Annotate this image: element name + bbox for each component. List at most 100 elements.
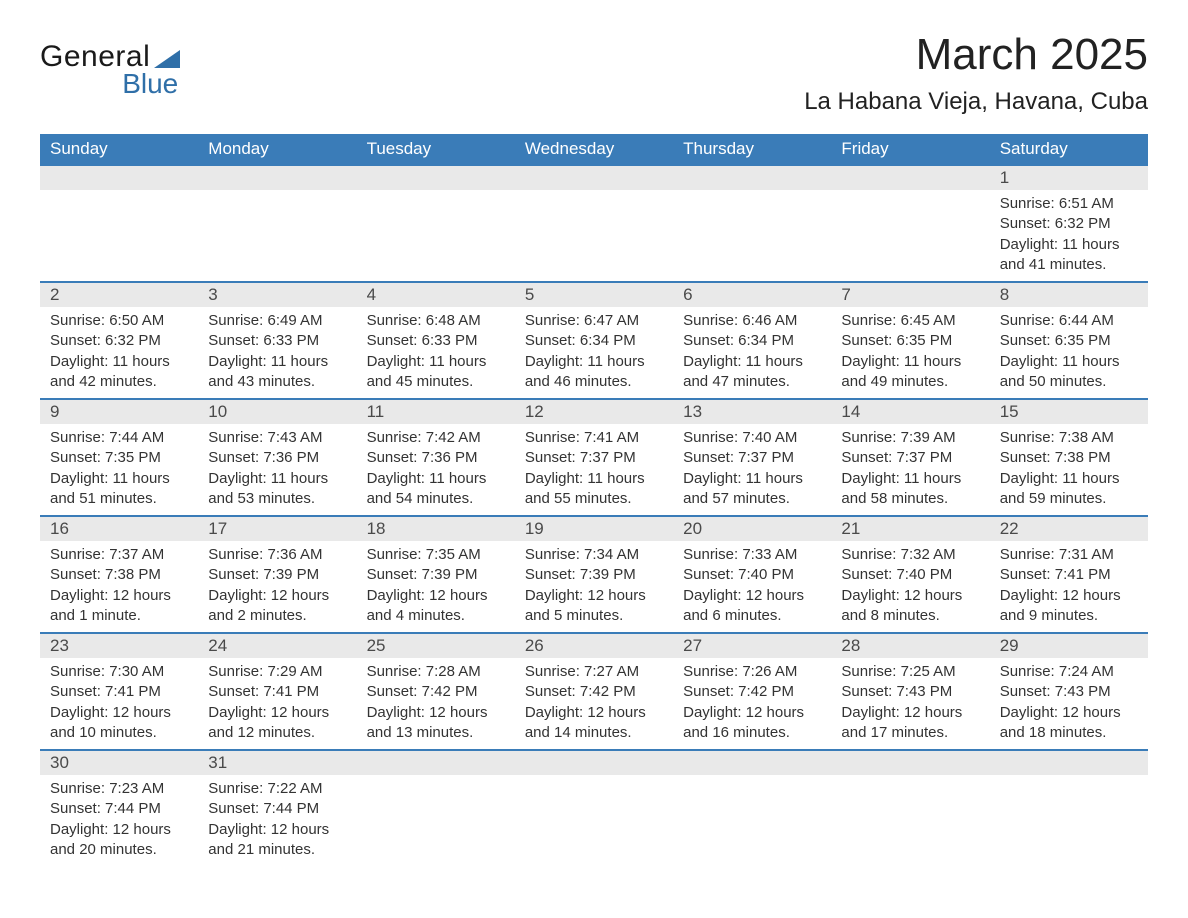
sunrise-text: Sunrise: 7:25 AM (841, 662, 979, 682)
sunset-text: Sunset: 7:37 PM (841, 448, 979, 468)
day-detail-cell: Sunrise: 7:43 AMSunset: 7:36 PMDaylight:… (198, 424, 356, 516)
sunrise-text: Sunrise: 6:51 AM (1000, 194, 1138, 214)
calendar-header-row: SundayMondayTuesdayWednesdayThursdayFrid… (40, 134, 1148, 165)
daylight-text: Daylight: 11 hours and 59 minutes. (1000, 469, 1138, 510)
sunrise-text: Sunrise: 7:38 AM (1000, 428, 1138, 448)
sunset-text: Sunset: 7:40 PM (683, 565, 821, 585)
sunset-text: Sunset: 7:39 PM (208, 565, 346, 585)
day-number-cell: 8 (990, 282, 1148, 307)
sunset-text: Sunset: 7:39 PM (367, 565, 505, 585)
sunrise-text: Sunrise: 7:37 AM (50, 545, 188, 565)
day-number-cell: 16 (40, 516, 198, 541)
sunset-text: Sunset: 7:36 PM (208, 448, 346, 468)
daylight-text: Daylight: 11 hours and 55 minutes. (525, 469, 663, 510)
day-number-cell: 22 (990, 516, 1148, 541)
sunrise-text: Sunrise: 7:41 AM (525, 428, 663, 448)
day-detail-row: Sunrise: 7:37 AMSunset: 7:38 PM Daylight:… (40, 541, 1148, 633)
daylight-text: Daylight: 12 hours and 5 minutes. (525, 586, 663, 627)
daylight-text: Daylight: 12 hours and 4 minutes. (367, 586, 505, 627)
sunset-text: Sunset: 7:37 PM (525, 448, 663, 468)
day-number-cell: 14 (831, 399, 989, 424)
sunset-text: Sunset: 6:32 PM (1000, 214, 1138, 234)
day-number-cell (831, 165, 989, 190)
sunset-text: Sunset: 7:37 PM (683, 448, 821, 468)
day-detail-cell: Sunrise: 7:42 AMSunset: 7:36 PMDaylight:… (357, 424, 515, 516)
daylight-text: Daylight: 11 hours and 43 minutes. (208, 352, 346, 393)
daylight-text: Daylight: 11 hours and 58 minutes. (841, 469, 979, 510)
day-detail-cell (357, 190, 515, 282)
day-header: Wednesday (515, 134, 673, 165)
sunset-text: Sunset: 6:34 PM (525, 331, 663, 351)
day-detail-cell (990, 775, 1148, 866)
calendar-table: SundayMondayTuesdayWednesdayThursdayFrid… (40, 134, 1148, 866)
day-number-cell: 17 (198, 516, 356, 541)
daylight-text: Daylight: 12 hours and 13 minutes. (367, 703, 505, 744)
day-number-cell: 20 (673, 516, 831, 541)
day-detail-cell: Sunrise: 6:45 AMSunset: 6:35 PMDaylight:… (831, 307, 989, 399)
day-detail-cell (673, 775, 831, 866)
day-number-cell: 13 (673, 399, 831, 424)
day-detail-row: Sunrise: 7:30 AMSunset: 7:41 PMDaylight:… (40, 658, 1148, 750)
sunrise-text: Sunrise: 7:33 AM (683, 545, 821, 565)
sunrise-text: Sunrise: 6:46 AM (683, 311, 821, 331)
day-detail-cell: Sunrise: 7:36 AMSunset: 7:39 PMDaylight:… (198, 541, 356, 633)
daylight-text: Daylight: 11 hours and 47 minutes. (683, 352, 821, 393)
day-number-cell (357, 165, 515, 190)
header: General Blue March 2025 La Habana Vieja,… (40, 30, 1148, 116)
sunrise-text: Sunrise: 7:29 AM (208, 662, 346, 682)
sunrise-text: Sunrise: 6:44 AM (1000, 311, 1138, 331)
day-number-cell (198, 165, 356, 190)
daylight-text: Daylight: 12 hours and 20 minutes. (50, 820, 188, 861)
day-number-cell: 5 (515, 282, 673, 307)
daylight-text: Daylight: 11 hours and 41 minutes. (1000, 235, 1138, 276)
day-detail-cell: Sunrise: 7:39 AMSunset: 7:37 PMDaylight:… (831, 424, 989, 516)
sunset-text: Sunset: 6:35 PM (1000, 331, 1138, 351)
daylight-text: Daylight: 11 hours and 51 minutes. (50, 469, 188, 510)
sunset-text: Sunset: 7:38 PM (50, 565, 188, 585)
day-number-cell: 10 (198, 399, 356, 424)
day-detail-cell (673, 190, 831, 282)
sunset-text: Sunset: 7:43 PM (1000, 682, 1138, 702)
sunrise-text: Sunrise: 7:24 AM (1000, 662, 1138, 682)
day-detail-cell (40, 190, 198, 282)
daylight-text: Daylight: 11 hours and 46 minutes. (525, 352, 663, 393)
day-number-cell: 28 (831, 633, 989, 658)
day-number-cell: 3 (198, 282, 356, 307)
sunset-text: Sunset: 7:42 PM (525, 682, 663, 702)
day-detail-row: Sunrise: 7:23 AMSunset: 7:44 PMDaylight:… (40, 775, 1148, 866)
day-header: Sunday (40, 134, 198, 165)
day-number-cell (673, 750, 831, 775)
day-header: Friday (831, 134, 989, 165)
daylight-text: Daylight: 12 hours and 14 minutes. (525, 703, 663, 744)
sunrise-text: Sunrise: 7:36 AM (208, 545, 346, 565)
sunset-text: Sunset: 7:42 PM (367, 682, 505, 702)
day-detail-cell: Sunrise: 6:49 AMSunset: 6:33 PMDaylight:… (198, 307, 356, 399)
day-header: Saturday (990, 134, 1148, 165)
sunrise-text: Sunrise: 7:23 AM (50, 779, 188, 799)
sunset-text: Sunset: 7:44 PM (50, 799, 188, 819)
daylight-text: Daylight: 12 hours and 2 minutes. (208, 586, 346, 627)
day-detail-cell (831, 775, 989, 866)
day-number-cell: 18 (357, 516, 515, 541)
sunset-text: Sunset: 7:42 PM (683, 682, 821, 702)
daylight-text: Daylight: 12 hours and 18 minutes. (1000, 703, 1138, 744)
day-number-cell: 27 (673, 633, 831, 658)
day-number-row: 23242526272829 (40, 633, 1148, 658)
day-number-cell: 15 (990, 399, 1148, 424)
sunset-text: Sunset: 6:33 PM (367, 331, 505, 351)
sunset-text: Sunset: 7:35 PM (50, 448, 188, 468)
day-header: Monday (198, 134, 356, 165)
day-number-cell (990, 750, 1148, 775)
daylight-text: Daylight: 12 hours and 10 minutes. (50, 703, 188, 744)
logo-triangle-icon (154, 50, 180, 68)
day-detail-cell: Sunrise: 7:35 AMSunset: 7:39 PMDaylight:… (357, 541, 515, 633)
day-number-cell (515, 750, 673, 775)
sunrise-text: Sunrise: 7:22 AM (208, 779, 346, 799)
location-text: La Habana Vieja, Havana, Cuba (804, 88, 1148, 116)
sunrise-text: Sunrise: 7:26 AM (683, 662, 821, 682)
sunset-text: Sunset: 7:41 PM (50, 682, 188, 702)
sunrise-text: Sunrise: 7:30 AM (50, 662, 188, 682)
daylight-text: Daylight: 12 hours and 16 minutes. (683, 703, 821, 744)
day-detail-cell: Sunrise: 7:41 AMSunset: 7:37 PMDaylight:… (515, 424, 673, 516)
day-detail-cell: Sunrise: 7:31 AMSunset: 7:41 PMDaylight:… (990, 541, 1148, 633)
